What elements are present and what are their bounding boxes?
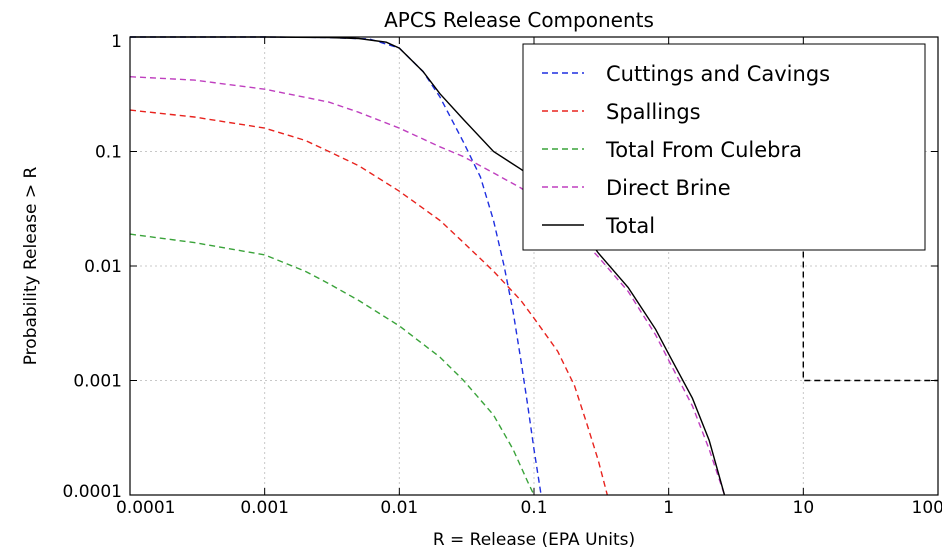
series-layer (129, 36, 938, 496)
legend-box (522, 43, 926, 251)
x-tick-label: 0.01 (380, 498, 418, 518)
legend-label: Total (605, 214, 655, 238)
series-line-total (130, 36, 726, 496)
legend-label: Direct Brine (606, 176, 731, 200)
y-tick-label: 0.0001 (63, 482, 122, 502)
chart-title: APCS Release Components (384, 8, 654, 32)
y-tick-label: 0.001 (73, 372, 122, 392)
x-tick-label: 10 (793, 498, 815, 518)
y-tick-label: 1 (111, 32, 122, 52)
x-tick-label: 0.001 (240, 498, 289, 518)
x-tick-label: 100 (912, 498, 942, 518)
series-line-direct-brine (129, 76, 726, 496)
x-tick-label: 1 (663, 498, 674, 518)
series-line-total-from-culebra (129, 233, 535, 496)
y-tick-label: 0.1 (95, 143, 122, 163)
legend-label: Total From Culebra (605, 138, 802, 162)
tick-layer: 0.0001 0.001 0.01 0.1 1 10 100 0.0001 0.001 0.01 0… (63, 32, 942, 518)
x-axis-label: R = Release (EPA Units) (433, 530, 635, 550)
series-line-cuttings-and-cavings (130, 36, 542, 496)
x-tick-label: 0.0001 (116, 498, 175, 518)
x-tick-label: 0.1 (520, 498, 547, 518)
legend-label: Spallings (606, 100, 701, 124)
legend: Cuttings and Cavings Spallings Total From … (522, 43, 926, 251)
y-axis-label: Probability Release > R (21, 167, 41, 366)
legend-label: Cuttings and Cavings (606, 62, 830, 86)
series-line-spallings (129, 109, 608, 496)
y-tick-label: 0.01 (84, 257, 122, 277)
